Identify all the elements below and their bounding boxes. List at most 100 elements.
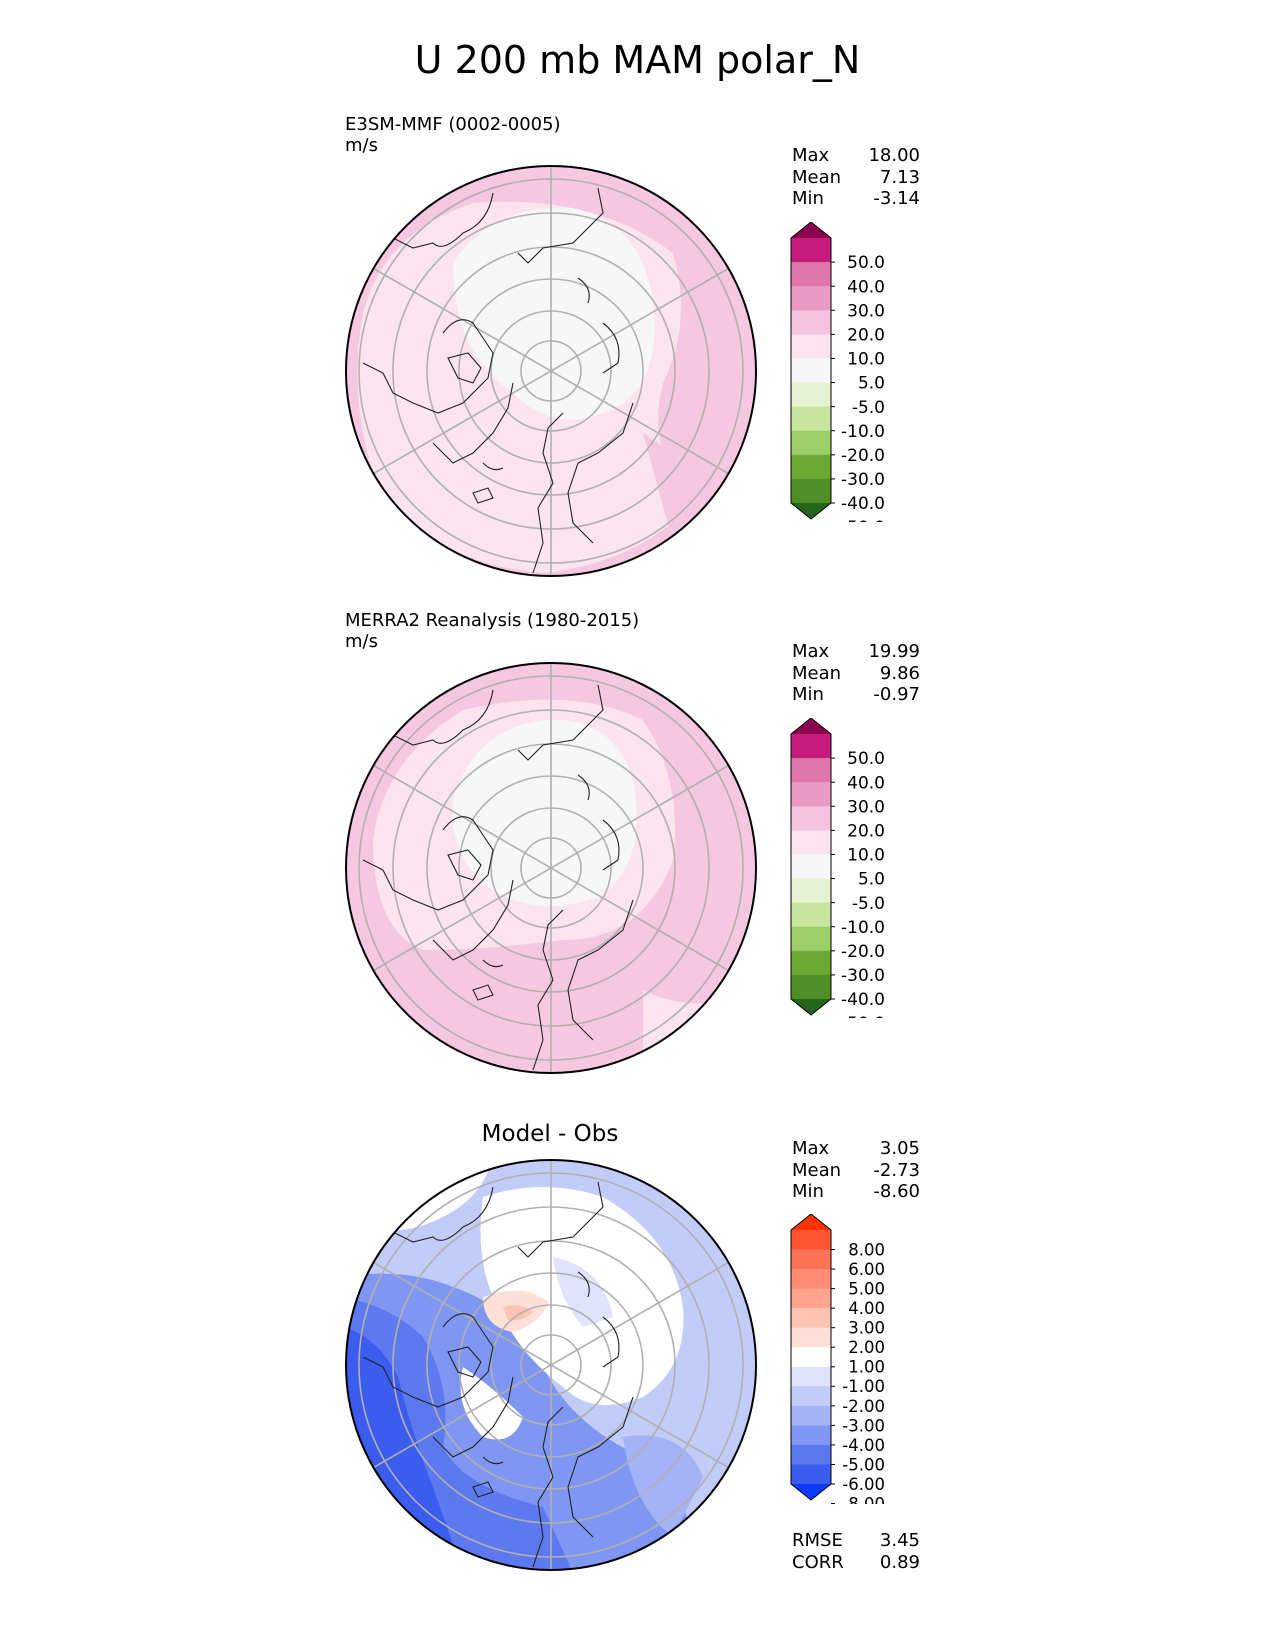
colorbar-segment (791, 1269, 831, 1290)
colorbar-tick-label: 8.00 (848, 1240, 885, 1259)
colorbar-segment (791, 950, 831, 976)
colorbar-tick-label: -3.00 (842, 1416, 885, 1435)
colorbar-tick-label: 50.0 (847, 749, 885, 769)
colorbar-tick-label: 5.0 (858, 374, 885, 394)
stat-label: CORR (792, 1551, 844, 1573)
stat-value: -0.97 (873, 684, 920, 705)
colorbar-segment (791, 854, 831, 880)
colorbar-tick-label: 3.00 (848, 1319, 885, 1338)
colorbar-segment (791, 1230, 831, 1251)
colorbar-extend-min (791, 999, 831, 1015)
colorbar-tick-label: 10.0 (847, 846, 885, 866)
stat-label: Mean (792, 1159, 842, 1181)
colorbar-tick-label: -40.0 (841, 990, 885, 1010)
panel-2-field-5 (452, 719, 637, 907)
colorbar-tick-label: -30.0 (841, 966, 885, 986)
colorbar-segment (791, 1386, 831, 1407)
panel-2-graticule (358, 663, 744, 1073)
colorbar-segment (791, 734, 831, 759)
panel-3-polar-map (345, 1159, 757, 1571)
stat-label: Max (792, 1138, 830, 1159)
stat-label: Max (792, 145, 830, 166)
colorbar-segment (791, 1425, 831, 1446)
colorbar-extend-max (791, 1214, 831, 1230)
stat-value: -8.60 (873, 1181, 920, 1202)
colorbar-tick-label: 6.00 (848, 1260, 885, 1279)
stat-value: 7.13 (879, 166, 920, 188)
colorbar-tick-label: -10.0 (841, 918, 885, 938)
panel-3-stats: Max 3.05 Mean -2.73 Min -8.60 (792, 1138, 920, 1203)
colorbar-tick-label: -10.0 (841, 422, 885, 442)
stat-value: 0.89 (879, 1551, 920, 1573)
colorbar-segment (791, 902, 831, 928)
colorbar-segment (791, 1347, 831, 1368)
colorbar-segment (791, 974, 831, 1000)
panel-1-units-label: m/s (345, 135, 378, 156)
colorbar-tick-label: -20.0 (841, 942, 885, 962)
colorbar-segment (791, 878, 831, 904)
panel-3-colorbar: 8.006.005.004.003.002.001.00-1.00-2.00-3… (790, 1214, 885, 1504)
colorbar-segment (791, 262, 831, 287)
colorbar-tick-label: 5.00 (848, 1280, 885, 1299)
stat-label: Min (792, 684, 824, 705)
colorbar-extend-min (791, 1484, 831, 1500)
panel-1-coastlines (362, 187, 634, 574)
colorbar-segment (791, 1405, 831, 1426)
stat-label: Min (792, 1181, 824, 1202)
panel-2-units-label: m/s (345, 631, 378, 652)
colorbar-segment (791, 358, 831, 384)
panel-3-field-plus2 (503, 1305, 533, 1321)
colorbar-extend-max (791, 718, 831, 734)
panel-3-field-zero-west (460, 1367, 523, 1440)
panel-3-title: Model - Obs (481, 1121, 619, 1147)
colorbar-extend-min (791, 503, 831, 519)
stat-value: 3.45 (879, 1530, 920, 1551)
colorbar-tick-label: -50.0 (841, 1014, 885, 1018)
colorbar-tick-label: 30.0 (847, 301, 885, 321)
colorbar-tick-label: 10.0 (847, 350, 885, 370)
panel-1-colorbar: 50.0 40.0 30.0 20.0 10.0 5.0 -5.0 -10.0 -20.0 -30… (790, 222, 885, 522)
stat-value: -3.14 (873, 188, 920, 209)
colorbar-tick-label: -30.0 (841, 470, 885, 490)
colorbar-tick-label: 20.0 (847, 821, 885, 841)
stat-value: 9.86 (879, 662, 920, 684)
stat-value: 18.00 (868, 145, 920, 166)
colorbar-tick-label: 1.00 (848, 1358, 885, 1377)
colorbar-segment (791, 238, 831, 263)
colorbar-extend-max (791, 222, 831, 238)
colorbar-tick-label: -1.00 (842, 1377, 885, 1396)
panel-2-colorbar: 50.0 40.0 30.0 20.0 10.0 5.0 -5.0 -10.0 -20.0 -30… (790, 718, 885, 1018)
colorbar-segment (791, 926, 831, 952)
colorbar-segment (791, 310, 831, 335)
colorbar-tick-label: 40.0 (847, 277, 885, 297)
colorbar-tick-label: -5.00 (842, 1455, 885, 1474)
panel-3-field-minus4 (623, 1435, 703, 1537)
panel-2-dataset-label: MERRA2 Reanalysis (1980-2015) (345, 610, 640, 631)
colorbar-tick-label: -20.0 (841, 446, 885, 466)
colorbar-segment (791, 1308, 831, 1329)
panel-1-polar-map (345, 165, 757, 577)
panel-1-dataset-label: E3SM-MMF (0002-0005) (345, 114, 561, 135)
colorbar-tick-label: 50.0 (847, 253, 885, 273)
colorbar-segment (791, 454, 831, 480)
stat-label: Mean (792, 166, 842, 188)
colorbar-tick-label: 40.0 (847, 773, 885, 793)
colorbar-tick-label: 5.0 (858, 870, 885, 890)
colorbar-tick-label: 30.0 (847, 797, 885, 817)
stat-value: 19.99 (868, 641, 920, 662)
colorbar-segment (791, 382, 831, 408)
stat-label: Mean (792, 662, 842, 684)
colorbar-segment (791, 830, 831, 855)
colorbar-segment (791, 782, 831, 807)
colorbar-tick-label: -40.0 (841, 494, 885, 514)
panel-1-map-boundary (345, 165, 757, 577)
colorbar-segment (791, 758, 831, 783)
panel-1-label: E3SM-MMF (0002-0005) m/s (345, 114, 561, 156)
colorbar-segment (791, 478, 831, 504)
panel-2-label: MERRA2 Reanalysis (1980-2015) m/s (345, 610, 639, 652)
colorbar-segment (791, 1249, 831, 1270)
stat-label: Min (792, 188, 824, 209)
colorbar-tick-label: 4.00 (848, 1299, 885, 1318)
colorbar-segment (791, 1366, 831, 1387)
panel-3-coastlines (362, 1181, 634, 1568)
